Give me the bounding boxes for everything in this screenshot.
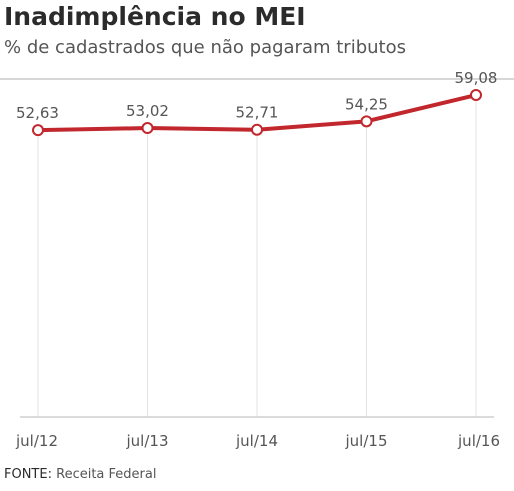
header-divider [0,78,514,80]
source-name: Receita Federal [56,467,157,482]
data-label-jul/12: 52,63 [16,104,59,122]
x-tick-label-jul/13: jul/13 [126,432,169,450]
data-point-jul/14[interactable] [251,123,263,136]
data-point-jul/12[interactable] [32,124,44,137]
data-label-jul/13: 53,02 [126,102,169,120]
data-label-jul/16: 59,08 [455,69,498,87]
x-tick-label-jul/14: jul/14 [235,432,278,450]
x-tick-label-jul/15: jul/15 [345,432,388,450]
x-tick-label-jul/12: jul/12 [15,432,58,450]
data-label-jul/14: 52,71 [236,104,279,122]
data-point-jul/15[interactable] [360,115,373,128]
data-point-jul/13[interactable] [141,122,154,135]
data-point-jul/16[interactable] [470,89,482,102]
chart-title: Inadimplência no MEI [4,2,306,31]
x-tick-label-jul/16: jul/16 [457,432,500,450]
data-label-jul/15: 54,25 [345,95,388,113]
chart-subtitle: % de cadastrados que não pagaram tributo… [4,37,406,58]
source-label: FONTE: [4,467,52,482]
source-note: FONTE: Receita Federal [4,467,156,482]
